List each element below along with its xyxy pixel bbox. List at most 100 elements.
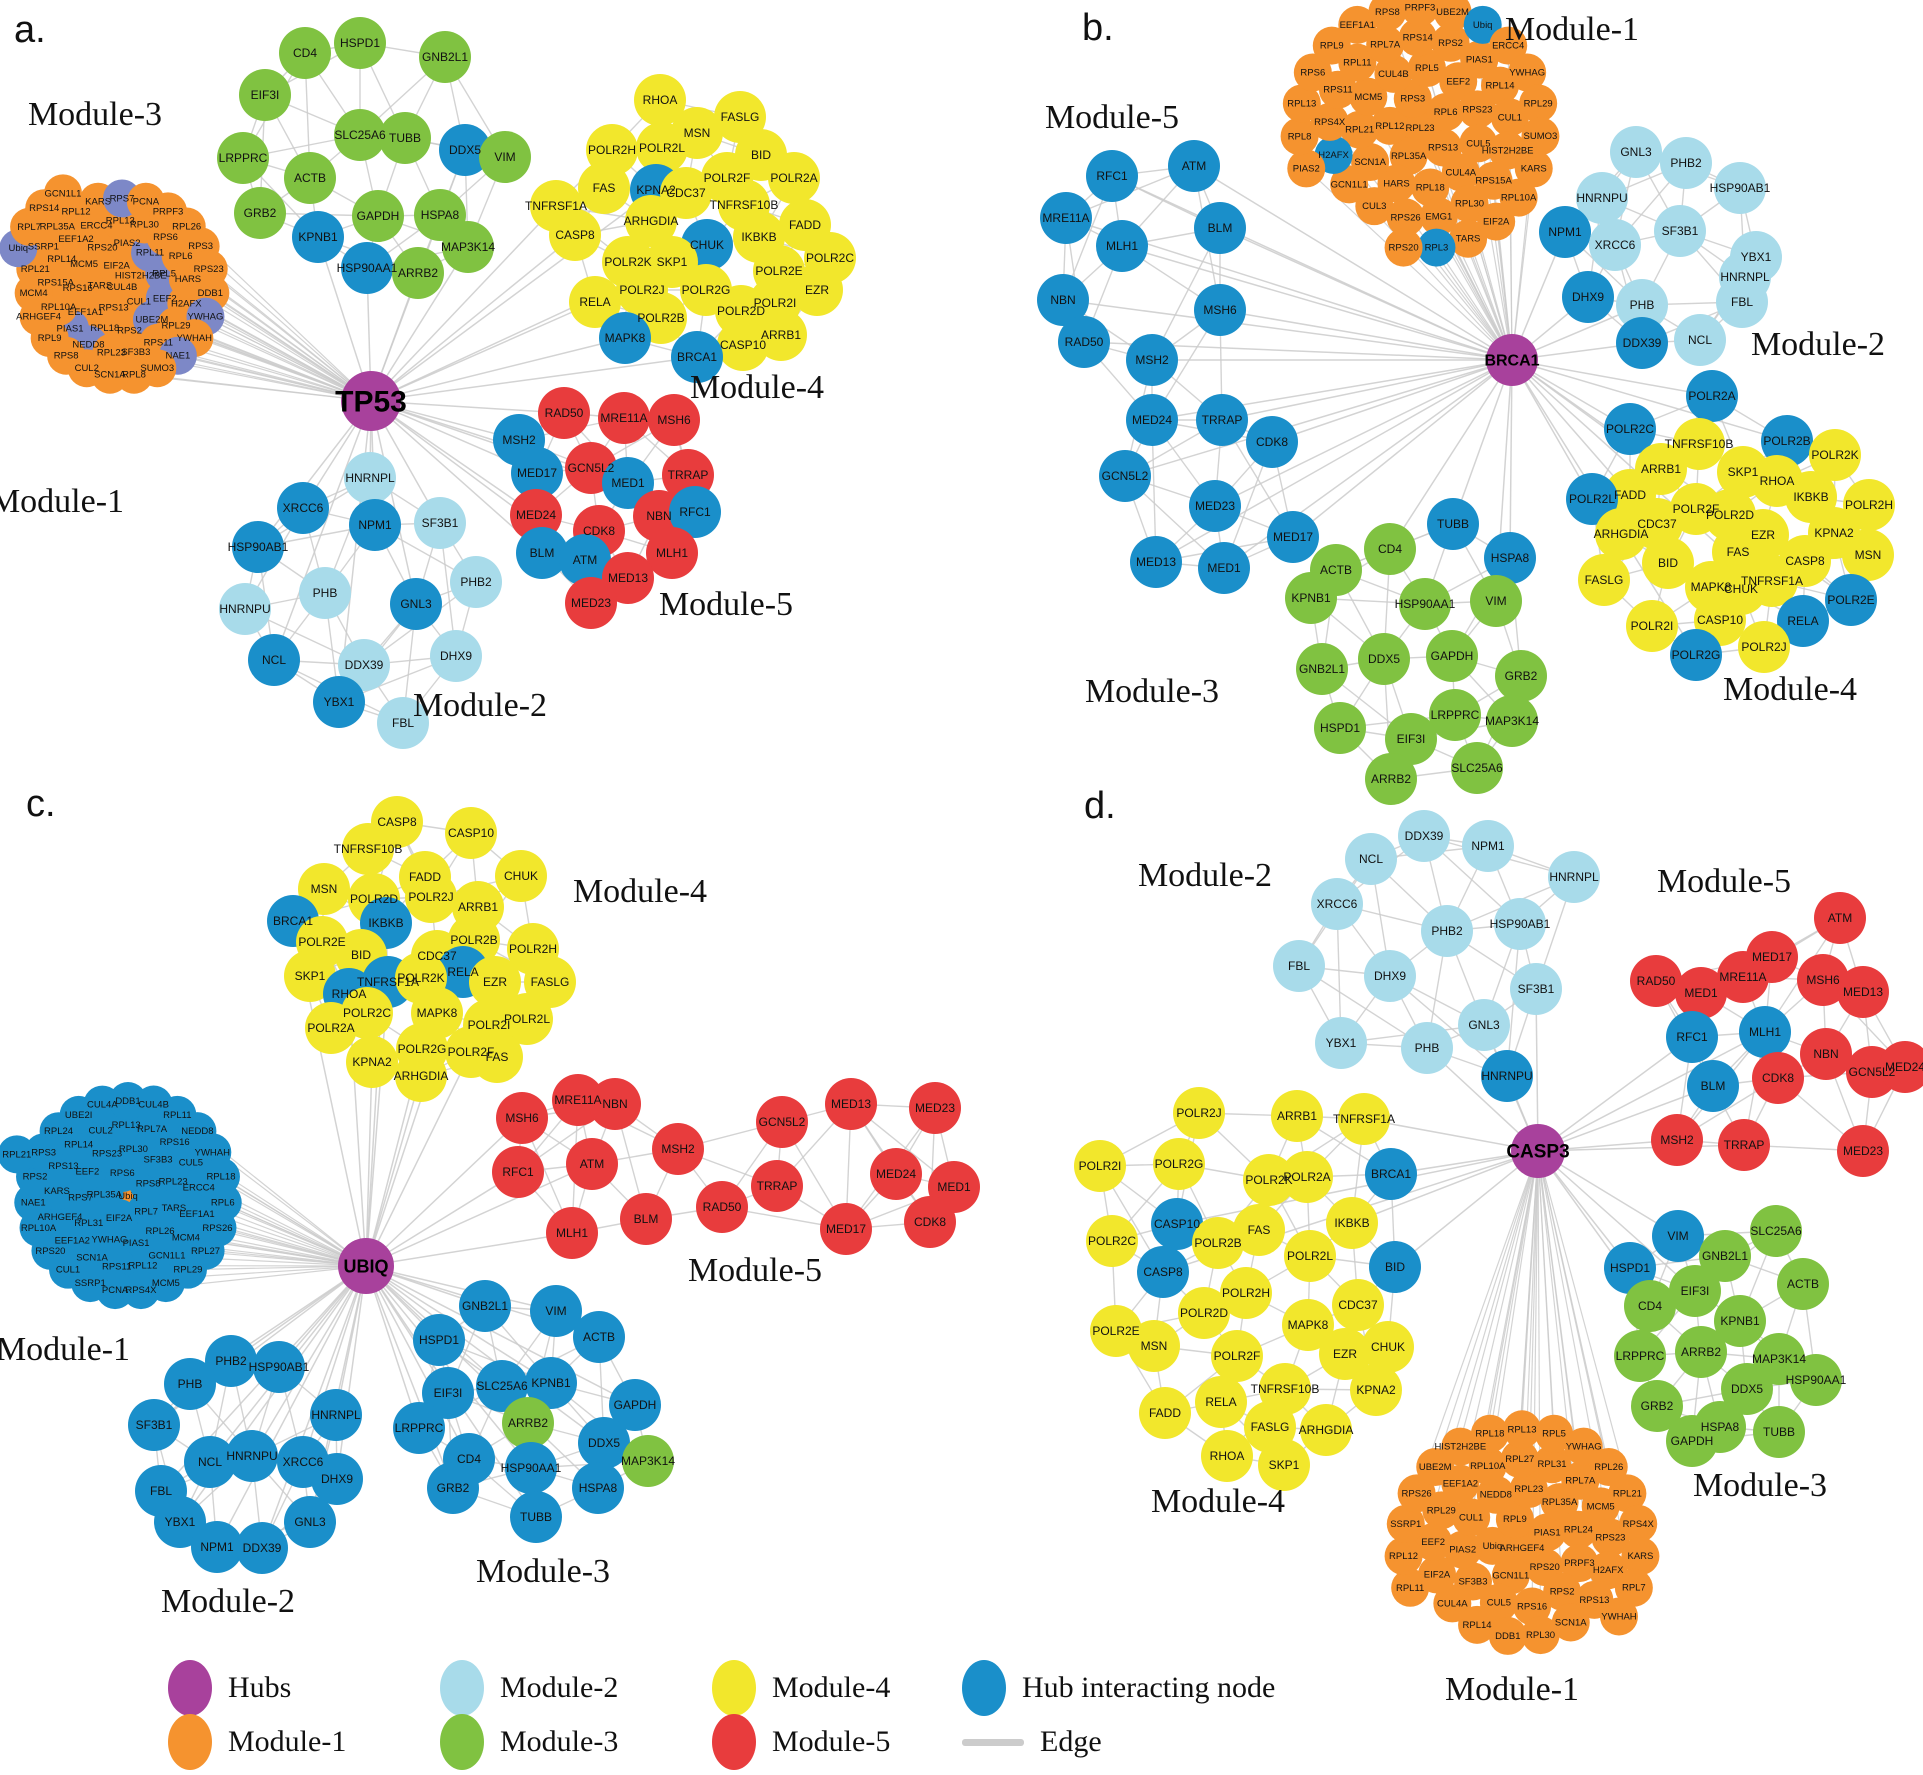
node-NPM1 xyxy=(1462,820,1514,872)
node-label: BID xyxy=(351,948,371,962)
node-MED1 xyxy=(1198,542,1250,594)
node-label: MRE11A xyxy=(1719,970,1766,984)
node-HSPD1 xyxy=(334,17,386,69)
node-HNRNPL xyxy=(344,452,396,504)
node-POLR2H xyxy=(1843,479,1895,531)
node-ATM xyxy=(1814,892,1866,944)
node-label: RPS8 xyxy=(136,1178,161,1189)
node-label: EEF1A1 xyxy=(1340,20,1375,31)
node-label: MSH6 xyxy=(505,1111,539,1125)
node-label: RPL30 xyxy=(130,219,159,230)
node-label: FAS xyxy=(593,181,616,195)
node-TRRAP xyxy=(751,1160,803,1212)
node-label: DHX9 xyxy=(321,1472,353,1486)
node-CASP10 xyxy=(1151,1198,1203,1250)
node-label: SKP1 xyxy=(1728,465,1759,479)
hub-label-BRCA1: BRCA1 xyxy=(1484,353,1539,370)
node-label: NPM1 xyxy=(1471,839,1505,853)
node-label: RPS13 xyxy=(99,303,129,314)
node-RELA xyxy=(1777,595,1829,647)
node-label: SF3B1 xyxy=(1662,224,1699,238)
node-label: GCN1L1 xyxy=(1492,1570,1529,1581)
node-CUL1 xyxy=(1452,1498,1491,1537)
node-label: POLR2A xyxy=(307,1021,354,1035)
node-label: RPL23 xyxy=(159,1176,188,1187)
node-HSP90AA1 xyxy=(341,242,393,294)
node-label: IKBKB xyxy=(368,916,403,930)
node-label: RPL7A xyxy=(137,1124,168,1135)
node-label: Ubiq xyxy=(1473,20,1493,31)
node-label: ARHGEF4 xyxy=(16,312,61,323)
node-label: Ubiq xyxy=(9,243,29,254)
node-label: GNB2L1 xyxy=(1702,1249,1748,1263)
node-label: SSRP1 xyxy=(75,1278,106,1289)
node-label: RPL24 xyxy=(1564,1525,1593,1536)
node-label: RPS16 xyxy=(160,1137,190,1148)
node-POLR2A xyxy=(768,152,820,204)
node-label: YWHAG xyxy=(1566,1442,1602,1453)
node-label: EZR xyxy=(805,283,829,297)
node-label: MSH6 xyxy=(1806,973,1840,987)
node-label: PHB xyxy=(1415,1041,1440,1055)
node-CD4 xyxy=(279,27,331,79)
node-DDX39 xyxy=(236,1522,288,1574)
node-HNRNPU xyxy=(1576,172,1628,224)
node-RPL13 xyxy=(1282,84,1321,123)
node-label: POLR2E xyxy=(755,264,802,278)
node-label: GCN1L1 xyxy=(44,188,81,199)
node-RPS8 xyxy=(1368,0,1407,31)
node-TRRAP xyxy=(1196,394,1248,446)
node-label: KPNB1 xyxy=(1720,1314,1760,1328)
module-label: Module-1 xyxy=(0,483,124,520)
labels-layer: a. Module-3 Module-1 Module-2 Module-5 Module… xyxy=(0,2,1923,1708)
node-label: SF3B1 xyxy=(136,1418,173,1432)
node-label: RPS3 xyxy=(188,241,213,252)
node-label: SSRP1 xyxy=(1390,1519,1421,1530)
node-POLR2H xyxy=(1220,1267,1272,1319)
node-Ubiq xyxy=(1463,5,1502,44)
node-label: MAP3K14 xyxy=(1752,1352,1806,1366)
node-label: DDB1 xyxy=(1495,1631,1520,1642)
node-label: CDC37 xyxy=(1637,517,1677,531)
node-label: POLR2E xyxy=(1827,593,1874,607)
node-POLR2F xyxy=(1211,1330,1263,1382)
node-GAPDH xyxy=(1426,630,1478,682)
node-PIAS2 xyxy=(1287,149,1326,188)
node-CUL4B xyxy=(1374,54,1413,93)
node-RPL12 xyxy=(1370,106,1409,145)
node-label: MED23 xyxy=(1843,1144,1883,1158)
node-label: FASLG xyxy=(531,975,570,989)
node-label: HSP90AB1 xyxy=(228,540,289,554)
node-MAPK8 xyxy=(599,312,651,364)
node-MLH1 xyxy=(1096,220,1148,272)
node-PHB2 xyxy=(450,556,502,608)
node-POLR2B xyxy=(1761,415,1813,467)
node-YWHAG xyxy=(1564,1427,1603,1466)
node-label: FADD xyxy=(1614,488,1646,502)
node-label: RPL18 xyxy=(1475,1429,1504,1440)
node-CDK8 xyxy=(904,1196,956,1248)
node-DHX9 xyxy=(1364,950,1416,1002)
node-label: RPS26 xyxy=(202,1223,232,1234)
node-label: SKP1 xyxy=(295,969,326,983)
node-label: RPL11 xyxy=(1396,1583,1424,1594)
node-label: POLR2A xyxy=(1283,1170,1330,1184)
module-label: Module-4 xyxy=(1723,671,1857,708)
node-HNRNPU xyxy=(1481,1050,1533,1102)
node-GAPDH xyxy=(609,1379,661,1431)
node-label: POLR2A xyxy=(1688,389,1735,403)
node-label: CUL2 xyxy=(88,1125,112,1136)
node-RPS23 xyxy=(1458,90,1497,129)
node-label: DDX5 xyxy=(1368,652,1400,666)
node-KPNB1 xyxy=(1285,572,1337,624)
node-label: YWHAH xyxy=(1601,1611,1637,1622)
node-label: POLR2J xyxy=(1741,640,1786,654)
node-SF3B1 xyxy=(414,497,466,549)
node-RPL5 xyxy=(1535,1414,1574,1453)
node-PIAS1 xyxy=(1528,1513,1567,1552)
node-label: RPL10A xyxy=(41,302,77,313)
node-MRE11A xyxy=(1717,951,1769,1003)
node-label: HSPD1 xyxy=(340,36,380,50)
node-label: RPS13 xyxy=(1428,142,1458,153)
node-label: RPL8 xyxy=(122,370,146,381)
